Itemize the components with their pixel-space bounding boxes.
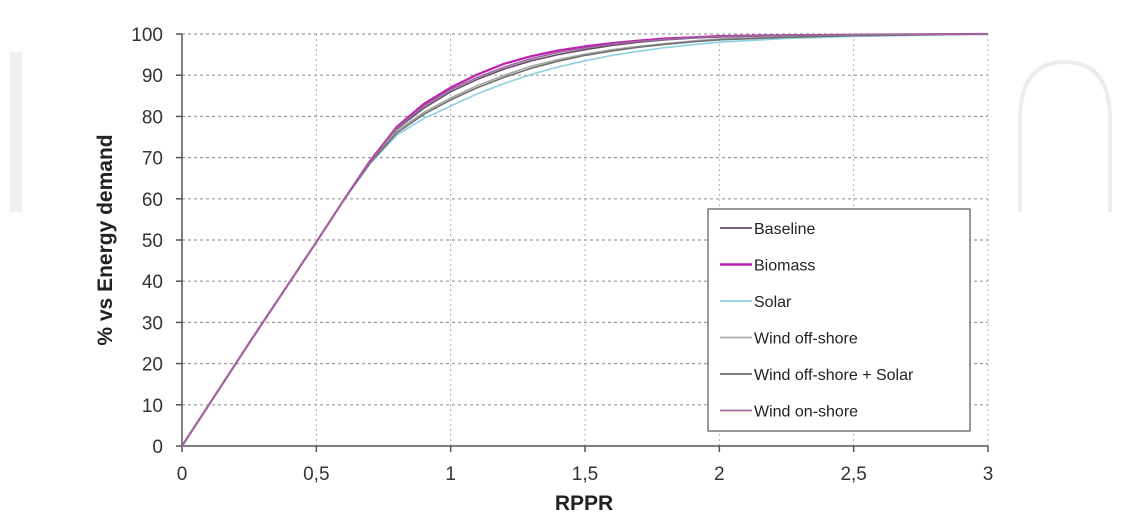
series-line-wind-on-shore	[181, 33, 989, 447]
x-tick-labels: 0 0,5 1 1,5 2 2,5 3	[177, 464, 994, 485]
y-tick-label: 0	[152, 437, 163, 458]
axes	[176, 33, 989, 452]
y-tick-label: 30	[142, 313, 163, 334]
legend-label: Wind off-shore	[754, 331, 858, 348]
y-tick-label: 50	[142, 231, 163, 252]
legend-label: Biomass	[754, 258, 815, 275]
x-tick-label: 1	[445, 464, 456, 485]
legend-label: Solar	[754, 294, 792, 311]
y-tick-label: 40	[142, 272, 163, 293]
x-tick-label: 1,5	[572, 464, 598, 485]
x-tick-label: 2,5	[840, 464, 866, 485]
legend: Baseline Biomass Solar Wind off-shore Wind o…	[707, 208, 971, 432]
x-tick-label: 2	[714, 464, 725, 485]
y-tick-label: 80	[142, 107, 163, 128]
watermark-bar	[10, 52, 22, 212]
watermark-arc	[1018, 59, 1112, 212]
legend-label: Wind on-shore	[754, 404, 858, 421]
y-tick-label: 70	[142, 149, 163, 170]
y-axis-title: % vs Energy demand	[94, 134, 117, 345]
y-tick-label: 20	[142, 355, 163, 376]
watermark-logo	[10, 52, 1112, 212]
y-tick-labels: 0 10 20 30 40 50 60 70 80 90 100	[131, 25, 163, 458]
x-tick-label: 0,5	[303, 464, 329, 485]
legend-label: Wind off-shore + Solar	[754, 367, 914, 384]
legend-label: Baseline	[754, 221, 815, 238]
y-tick-label: 10	[142, 396, 163, 417]
y-tick-label: 60	[142, 190, 163, 211]
x-tick-label: 0	[177, 464, 188, 485]
x-tick-label: 3	[983, 464, 994, 485]
legend-box	[707, 208, 971, 432]
y-tick-label: 90	[142, 66, 163, 87]
x-axis-title: RPPR	[555, 492, 613, 515]
series-lines	[181, 32, 989, 447]
y-tick-label: 100	[131, 25, 163, 46]
